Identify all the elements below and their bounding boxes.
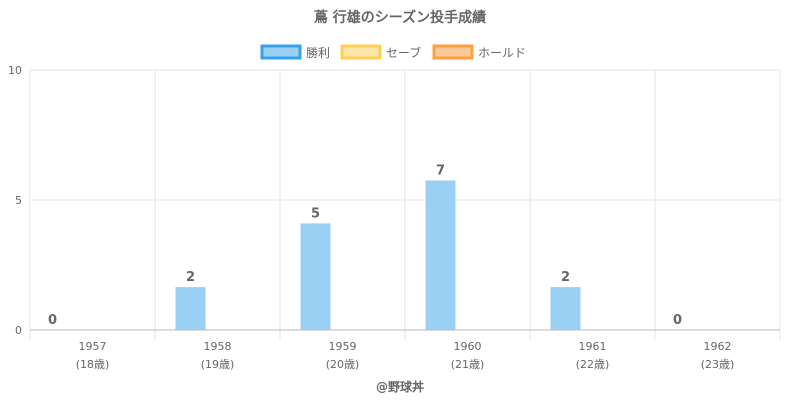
- footer-credit: @野球丼: [376, 379, 424, 394]
- legend-label-3: ホールド: [478, 46, 526, 60]
- bar-1959: [300, 223, 331, 330]
- x-tick-sublabel-1958: (19歳): [201, 358, 235, 371]
- x-tick-sublabel-1960: (21歳): [451, 358, 485, 371]
- data-label-1960: 7: [436, 164, 445, 179]
- data-label-1957: 0: [48, 313, 57, 328]
- legend-label-2: セーブ: [386, 45, 421, 60]
- legend-swatch-2: [340, 44, 382, 60]
- legend-swatch-3: [432, 44, 474, 60]
- grid: [29, 69, 781, 340]
- x-tick-label-1962: 1962: [704, 340, 732, 353]
- x-tick-label-1959: 1959: [329, 340, 357, 353]
- axes: 0 5 10 1957 (18歳) 1958 (19歳) 1959 (20歳) 1960 (21歳)…: [8, 64, 780, 371]
- data-label-1962: 0: [673, 313, 682, 328]
- x-tick-label-1960: 1960: [454, 340, 482, 353]
- y-tick-label-1: 0: [15, 324, 22, 337]
- bars: [175, 180, 581, 330]
- y-tick-label-2: 5: [15, 194, 22, 207]
- x-tick-label-1957: 1957: [79, 340, 107, 353]
- bar-1961: [550, 287, 581, 330]
- x-tick-sublabel-1959: (20歳): [326, 358, 360, 371]
- bar-1958: [175, 287, 206, 330]
- bar-1960: [425, 180, 456, 330]
- x-tick-sublabel-1957: (18歳): [76, 358, 110, 371]
- x-tick-label-1961: 1961: [579, 340, 607, 353]
- data-labels: 0 2 5 7 2 0: [48, 164, 682, 329]
- data-label-1958: 2: [186, 270, 195, 285]
- x-tick-sublabel-1962: (23歳): [701, 358, 735, 371]
- data-label-1961: 2: [561, 270, 570, 285]
- legend-label-1: 勝利: [306, 45, 330, 60]
- data-label-1959: 5: [311, 206, 320, 221]
- x-tick-label-1958: 1958: [204, 340, 232, 353]
- chart-title: 蔦 行雄のシーズン投手成績: [314, 9, 486, 26]
- y-tick-label-3: 10: [8, 64, 22, 77]
- x-tick-sublabel-1961: (22歳): [576, 358, 610, 371]
- legend-swatch-1: [260, 44, 302, 60]
- legend: 勝利 セーブ ホールド: [260, 44, 526, 60]
